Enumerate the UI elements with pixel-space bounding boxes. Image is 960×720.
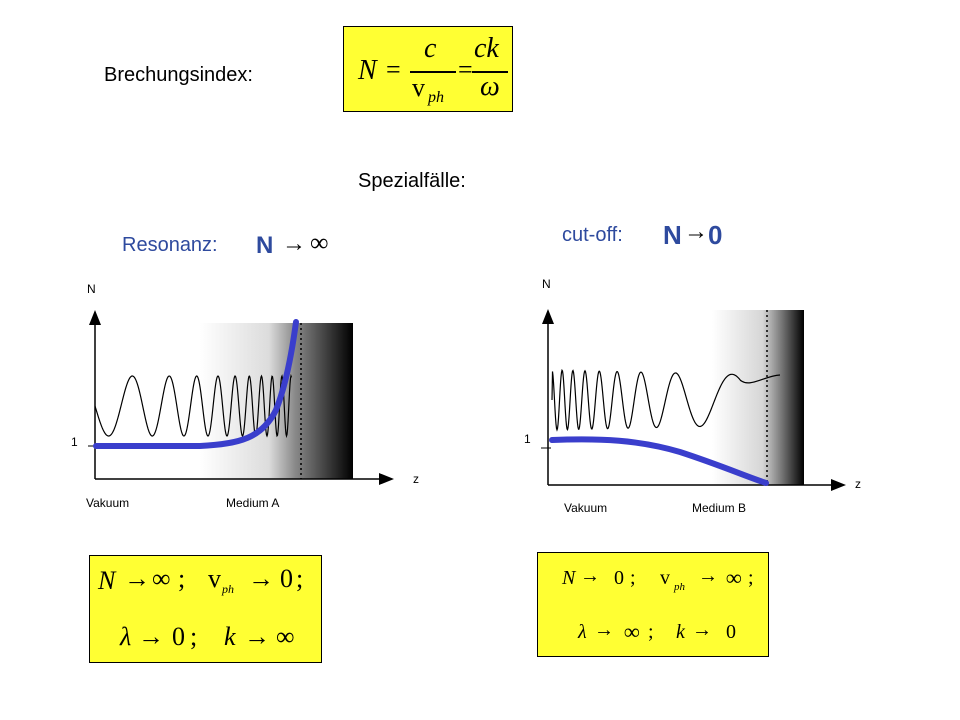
resonanz-title: Resonanz: xyxy=(122,234,218,256)
res-l1-semicolon: ; xyxy=(178,564,186,593)
resonanz-axis-n-label: N xyxy=(87,282,96,296)
res-l2-infinity: ∞ xyxy=(276,622,295,651)
cut-l2-k: k xyxy=(676,621,685,643)
cut-l1-n: N xyxy=(562,567,576,589)
cutoff-diagram xyxy=(541,309,846,491)
formula-n: N xyxy=(358,55,377,86)
resonanz-medium-label: Medium A xyxy=(226,496,280,510)
cutoff-axis-n-label: N xyxy=(542,277,551,291)
brechungsindex-label: Brechungsindex: xyxy=(104,64,253,86)
resonanz-axis-z-label: z xyxy=(413,472,419,486)
resonanz-n-curve xyxy=(93,319,299,449)
cut-l1-v: v xyxy=(660,567,670,589)
medium-b-gradient xyxy=(712,310,804,485)
formula-eq1: = xyxy=(386,55,401,84)
cutoff-wave xyxy=(551,368,781,432)
resonanz-limit-arrow: → xyxy=(282,230,306,257)
cutoff-limit-arrow: → xyxy=(684,218,708,245)
res-l2-arrow2: → xyxy=(244,622,270,651)
cut-l1-semicolon: ; xyxy=(630,567,636,589)
fraction-bar-2 xyxy=(472,71,508,73)
cutoff-z-axis-arrow xyxy=(831,479,846,491)
cut-l2-semicolon: ; xyxy=(648,621,654,643)
resonanz-z-axis-arrow xyxy=(379,473,394,485)
formula-v: v xyxy=(412,73,425,102)
res-l2-k: k xyxy=(224,622,236,651)
cutoff-limit-n: N xyxy=(663,220,682,250)
cut-l1-semicolon2: ; xyxy=(748,567,754,589)
cutoff-medium-label: Medium B xyxy=(692,501,747,515)
cut-l2-zero: 0 xyxy=(726,621,736,643)
res-l2-arrow: → xyxy=(138,622,164,651)
cut-l1-zero: 0 xyxy=(614,567,624,589)
resonanz-wave xyxy=(94,373,293,439)
res-l2-semicolon: ; xyxy=(190,622,198,651)
resonanz-diagram xyxy=(88,310,394,485)
spezialfaelle-label: Spezialfälle: xyxy=(358,170,466,192)
formula-ph-subscript: ph xyxy=(428,89,444,106)
cutoff-limits-box: N → 0 ; v ph → ∞ ; λ → ∞ ; k → 0 xyxy=(537,552,769,657)
cut-l2-infinity: ∞ xyxy=(624,619,640,644)
res-l1-arrow2: → xyxy=(248,564,274,593)
cut-l1-arrow2: → xyxy=(698,565,718,587)
cut-l1-ph: ph xyxy=(674,581,685,593)
res-l1-infinity: ∞ xyxy=(152,564,171,593)
cut-l1-infinity: ∞ xyxy=(726,565,742,590)
cutoff-vakuum-label: Vakuum xyxy=(564,501,608,515)
res-l1-n: N xyxy=(98,566,116,595)
resonanz-limit-n: N xyxy=(256,232,274,259)
cut-l2-arrow: → xyxy=(594,619,614,641)
formula-c: c xyxy=(424,33,437,64)
resonanz-limits-box: N → ∞ ; v ph → 0 ; λ → 0 ; k → ∞ xyxy=(89,555,322,663)
cutoff-axis-z-label: z xyxy=(855,477,861,491)
resonanz-n-axis-arrow xyxy=(89,310,101,325)
cut-l2-arrow2: → xyxy=(692,619,712,641)
cutoff-title: cut-off: xyxy=(562,224,623,246)
cutoff-n-axis-arrow xyxy=(542,309,554,324)
res-l1-arrow: → xyxy=(124,564,150,593)
cut-l2-lambda: λ xyxy=(578,621,587,643)
res-l1-v: v xyxy=(208,564,221,593)
resonanz-tick-1-label: 1 xyxy=(71,435,78,449)
res-l1-semicolon2: ; xyxy=(296,564,304,593)
formula-omega: ω xyxy=(480,71,500,102)
res-l2-zero: 0 xyxy=(172,622,185,651)
resonanz-limit-infinity: ∞ xyxy=(310,228,329,257)
cut-l1-arrow: → xyxy=(580,565,600,587)
res-l1-ph: ph xyxy=(222,582,234,596)
fraction-bar-1 xyxy=(410,71,456,73)
res-l2-lambda: λ xyxy=(120,622,132,651)
formula-eq2: = xyxy=(458,55,473,84)
cutoff-limit-zero: 0 xyxy=(708,220,723,250)
formula-ck: ck xyxy=(474,33,499,64)
refractive-index-formula-box: N = c v ph = ck ω xyxy=(343,26,513,112)
resonanz-vakuum-label: Vakuum xyxy=(86,496,130,510)
res-l1-zero: 0 xyxy=(280,564,293,593)
cutoff-tick-1-label: 1 xyxy=(524,432,531,446)
cutoff-n-curve xyxy=(549,436,769,486)
